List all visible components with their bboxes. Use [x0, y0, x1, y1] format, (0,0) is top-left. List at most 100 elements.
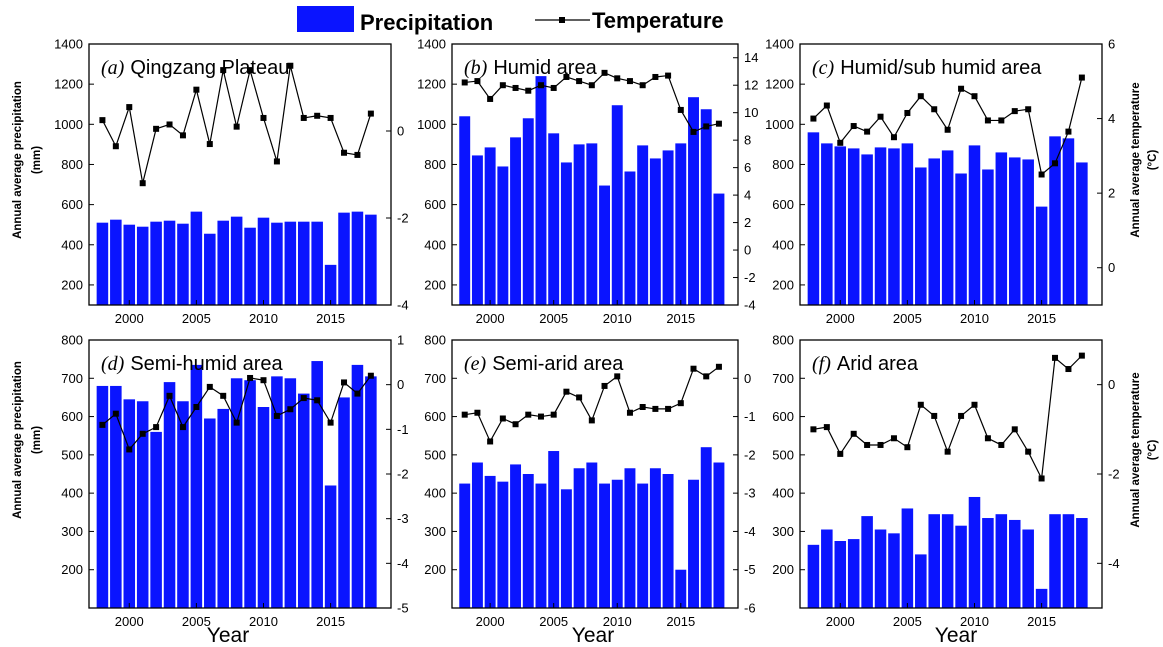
right-tick-label: -2: [397, 211, 409, 226]
temperature-point: [179, 424, 186, 431]
precip-bar: [599, 185, 610, 305]
precip-bar: [955, 525, 967, 608]
left-axis-unit-bottom: (mm): [31, 426, 43, 454]
right-tick-label: 1: [397, 333, 404, 348]
plot-frame: [451, 339, 739, 609]
precip-bar: [136, 401, 149, 608]
precip-bar: [244, 227, 256, 305]
temperature-point: [810, 426, 817, 433]
left-tick-label: 800: [424, 333, 446, 348]
temperature-point: [139, 430, 146, 437]
right-axis-unit-top: (°C): [1147, 150, 1159, 171]
precip-bar: [351, 211, 364, 305]
precip-bar: [177, 401, 189, 608]
precip-bar: [311, 361, 323, 608]
precip-bar: [190, 364, 203, 608]
x-tick-label: 2005: [893, 311, 922, 326]
temperature-point: [639, 82, 646, 89]
left-tick-label: 600: [61, 197, 83, 212]
temperature-point: [931, 106, 938, 113]
temperature-point: [877, 441, 884, 448]
temperature-point: [499, 415, 506, 422]
temperature-point: [998, 117, 1005, 124]
panel-name: Semi-humid area: [130, 353, 283, 375]
precip-bar: [834, 541, 847, 608]
temperature-point: [220, 392, 227, 399]
left-tick-label: 200: [61, 562, 83, 577]
temperature-point: [665, 405, 672, 412]
temperature-point: [944, 126, 951, 133]
precip-bar: [888, 148, 900, 305]
temperature-point: [810, 115, 817, 122]
x-tick-label: 2015: [316, 614, 345, 629]
x-tick-label: 2000: [826, 614, 855, 629]
precip-bar: [136, 226, 149, 305]
precip-bar: [649, 468, 661, 608]
precip-bar: [284, 378, 297, 608]
temperature-point: [512, 84, 519, 91]
temperature-point: [300, 395, 307, 402]
temperature-point: [461, 411, 468, 418]
precip-bar: [573, 144, 585, 305]
precip-bar: [123, 399, 136, 608]
temperature-point: [499, 82, 506, 89]
temperature-point: [327, 114, 334, 121]
legend-precip-swatch: [297, 6, 354, 32]
temperature-point: [367, 110, 374, 117]
precip-bar: [271, 222, 283, 305]
precip-bar: [968, 145, 981, 305]
left-tick-label: 400: [772, 486, 794, 501]
temperature-point: [563, 73, 570, 80]
precip-bar: [888, 533, 900, 608]
temperature-point: [665, 72, 672, 79]
temperature-point: [1025, 106, 1032, 113]
temperature-point: [179, 132, 186, 139]
temperature-point: [1052, 160, 1059, 167]
precip-bar: [982, 518, 994, 608]
temperature-point: [314, 112, 321, 119]
temperature-point: [652, 73, 659, 80]
precip-bar: [535, 483, 547, 608]
panel-name: Arid area: [837, 353, 919, 375]
right-tick-label: 0: [744, 243, 751, 258]
right-tick-label: 0: [397, 124, 404, 139]
x-tick-label: 2000: [115, 614, 144, 629]
left-tick-label: 700: [424, 371, 446, 386]
temperature-point: [525, 411, 532, 418]
x-tick-label: 2015: [666, 614, 695, 629]
precip-bar: [1035, 588, 1048, 608]
temperature-point: [944, 448, 951, 455]
temperature-point: [461, 79, 468, 86]
temperature-point: [367, 372, 374, 379]
left-tick-label: 600: [772, 197, 794, 212]
x-tick-label: 2010: [249, 614, 278, 629]
panel-title: (c) Humid/sub humid area: [812, 57, 1042, 79]
precip-bar: [271, 376, 283, 608]
precip-bar: [611, 479, 623, 608]
temperature-point: [233, 123, 240, 130]
precip-bar: [510, 464, 522, 608]
precip-bar: [955, 173, 967, 305]
temperature-point: [487, 438, 494, 445]
precip-bar: [1062, 514, 1075, 608]
precip-bar: [311, 221, 323, 305]
temperature-point: [193, 86, 200, 93]
precip-bar: [821, 529, 833, 608]
temperature-point: [850, 430, 857, 437]
temperature-point: [525, 87, 532, 94]
left-tick-label: 400: [772, 237, 794, 252]
legend-precip-label: Precipitation: [360, 10, 493, 35]
right-tick-label: 6: [744, 160, 751, 175]
temperature-point: [715, 363, 722, 370]
temperature-point: [626, 78, 633, 85]
right-axis-title-bottom: Annual average temperature: [1130, 372, 1142, 527]
precip-bar: [204, 418, 216, 608]
temperature-point: [984, 435, 991, 442]
precip-bar: [1008, 157, 1021, 305]
precip-bar: [177, 223, 189, 305]
temperature-point: [1011, 426, 1018, 433]
temperature-point: [864, 128, 871, 135]
precip-bar: [874, 147, 887, 305]
precip-bar: [586, 143, 598, 305]
temperature-point: [300, 114, 307, 121]
